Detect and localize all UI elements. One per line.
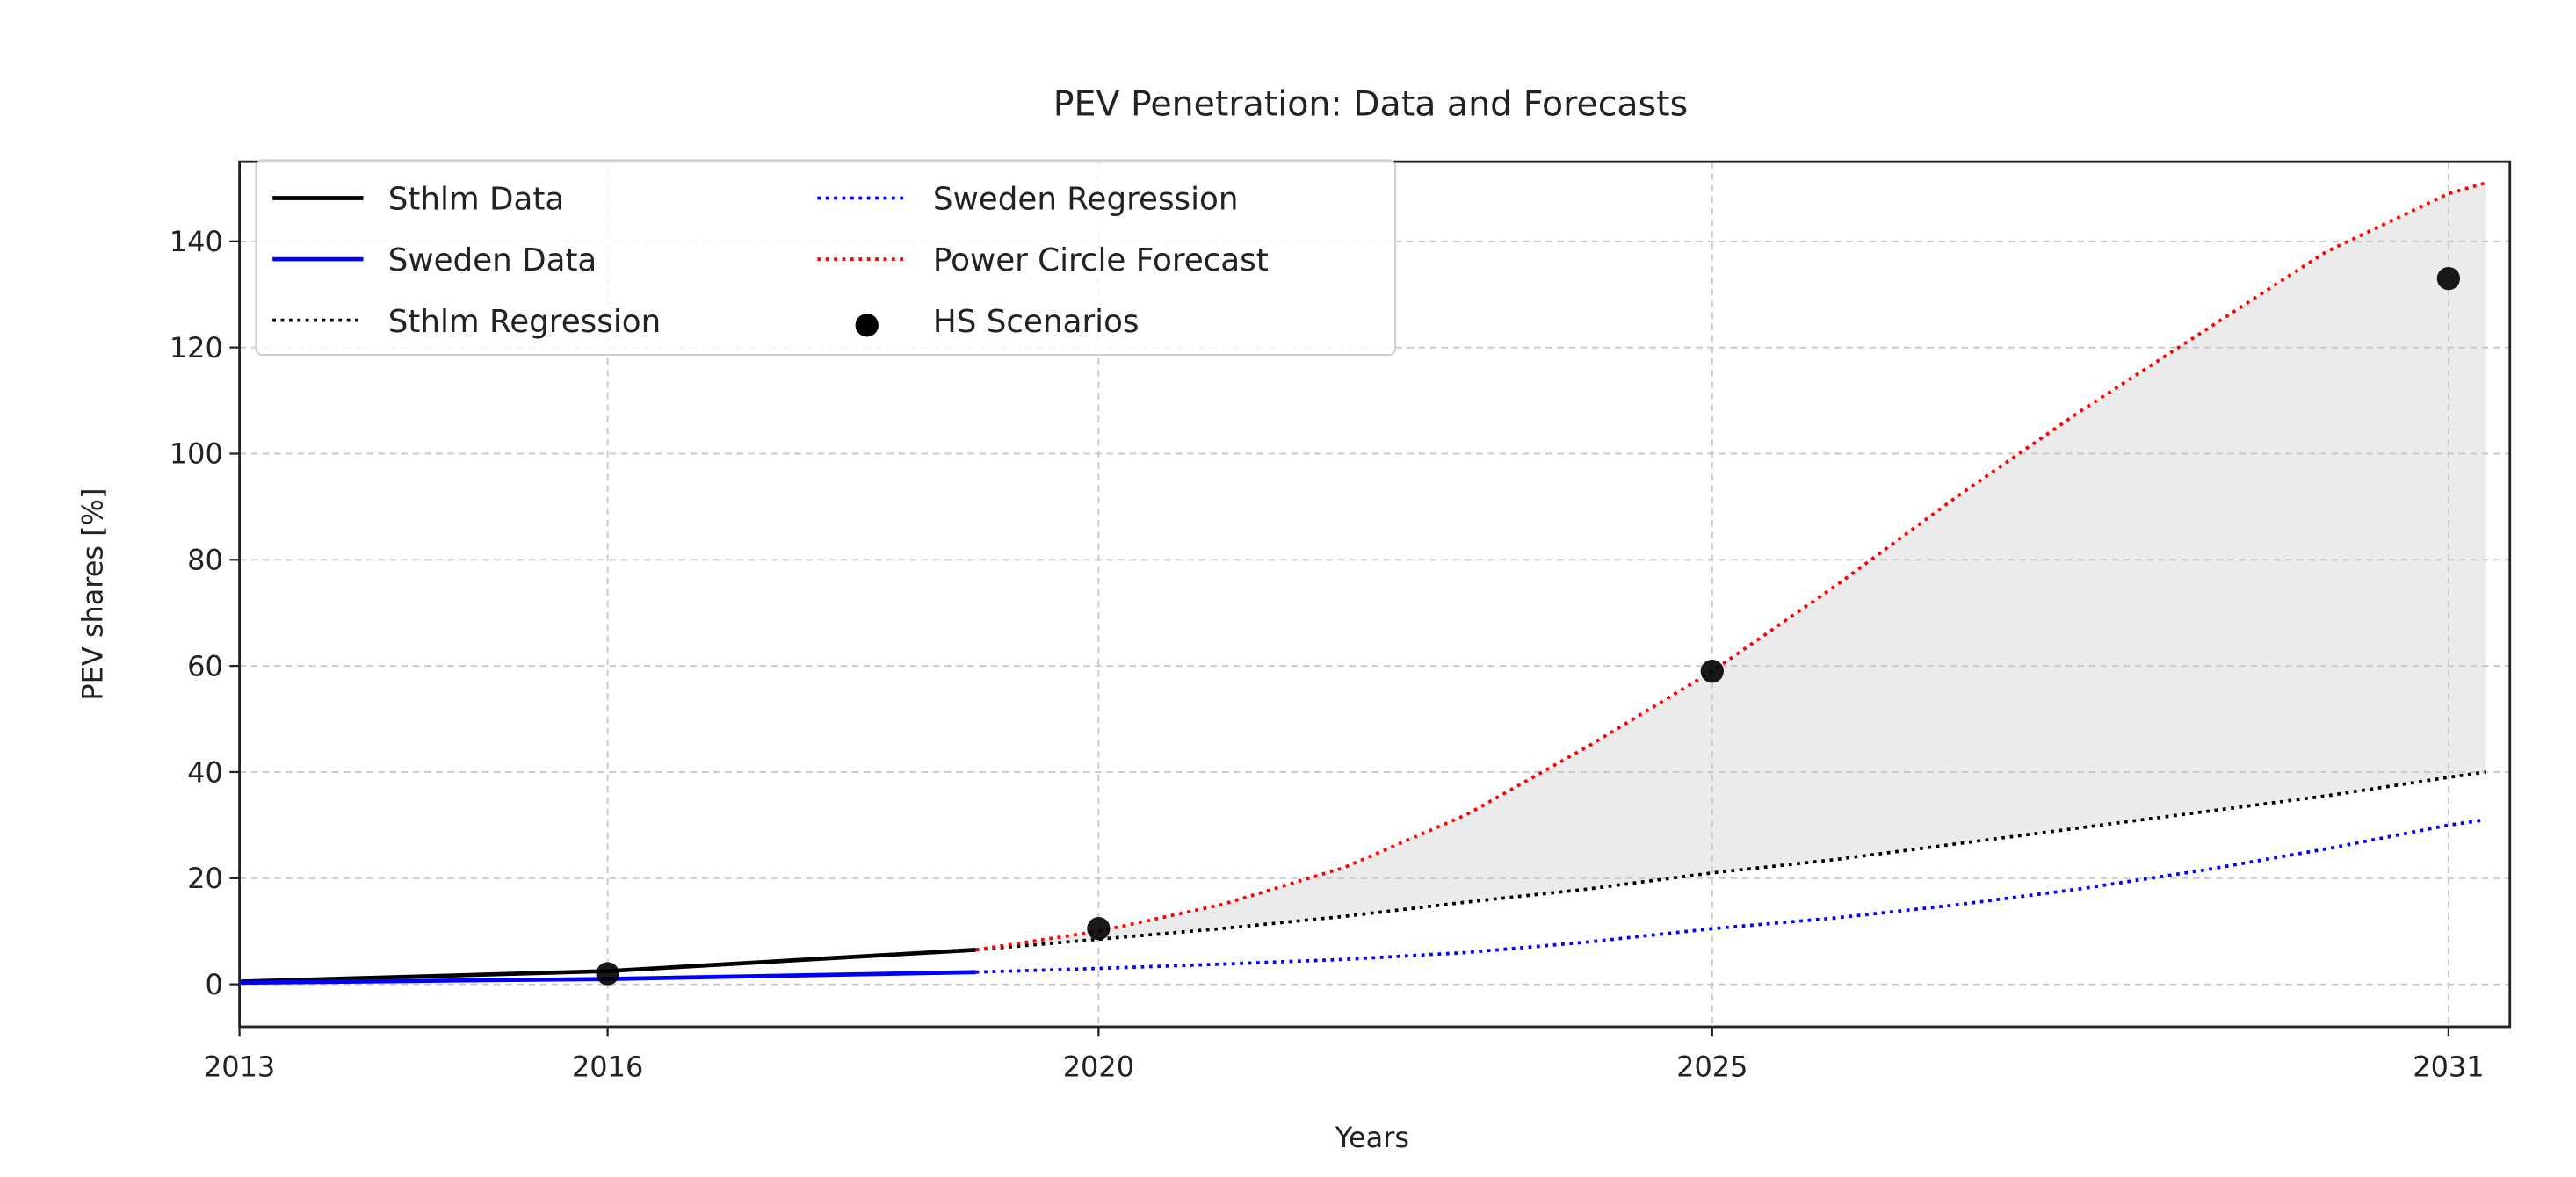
sthlm-regression-line bbox=[975, 770, 2486, 952]
legend-box bbox=[255, 159, 1397, 357]
plot-area: 2013 2016 2020 2025 2031 0 20 40 60 80 100 120 140 St… bbox=[170, 159, 2512, 1083]
x-tick-label: 2013 bbox=[204, 1050, 275, 1083]
x-tick-label: 2031 bbox=[2413, 1050, 2484, 1083]
y-tick-label: 100 bbox=[170, 437, 223, 471]
hs-scenarios-point bbox=[1700, 660, 1724, 683]
sweden-regression-line bbox=[975, 818, 2486, 974]
hs-scenarios-point bbox=[2436, 266, 2461, 291]
y-tick-label: 140 bbox=[170, 225, 223, 258]
hs-scenarios-point bbox=[1087, 917, 1111, 941]
x-tick-label: 2020 bbox=[1063, 1050, 1134, 1083]
y-tick-label: 40 bbox=[187, 755, 223, 789]
legend-label-power-circle-forecast: Power Circle Forecast bbox=[933, 242, 1269, 278]
x-tick-label: 2025 bbox=[1676, 1050, 1747, 1083]
legend-label-hs-scenarios: HS Scenarios bbox=[933, 304, 1140, 340]
legend-label-sweden-data: Sweden Data bbox=[388, 242, 597, 278]
legend-label-sthlm-regression: Sthlm Regression bbox=[388, 304, 662, 340]
y-tick-label: 0 bbox=[205, 968, 222, 1001]
x-axis-label: Years bbox=[1335, 1121, 1409, 1154]
hs-scenarios-point bbox=[596, 962, 619, 986]
legend-label-sweden-regression: Sweden Regression bbox=[933, 182, 1239, 218]
y-axis-label: PEV shares [%] bbox=[76, 488, 110, 701]
legend-marker-hs-scenarios bbox=[855, 314, 879, 337]
legend: Sthlm Data Sweden Data Sthlm Regression Swe… bbox=[255, 159, 1397, 357]
chart-title: PEV Penetration: Data and Forecasts bbox=[1053, 84, 1688, 125]
x-tick-label: 2016 bbox=[572, 1050, 643, 1083]
y-tick-label: 60 bbox=[187, 649, 223, 682]
fill-between-area bbox=[975, 183, 2486, 950]
y-tick-label: 120 bbox=[170, 331, 223, 365]
y-tick-label: 80 bbox=[187, 544, 223, 577]
y-tick-label: 20 bbox=[187, 862, 223, 895]
legend-label-sthlm-data: Sthlm Data bbox=[388, 182, 564, 218]
